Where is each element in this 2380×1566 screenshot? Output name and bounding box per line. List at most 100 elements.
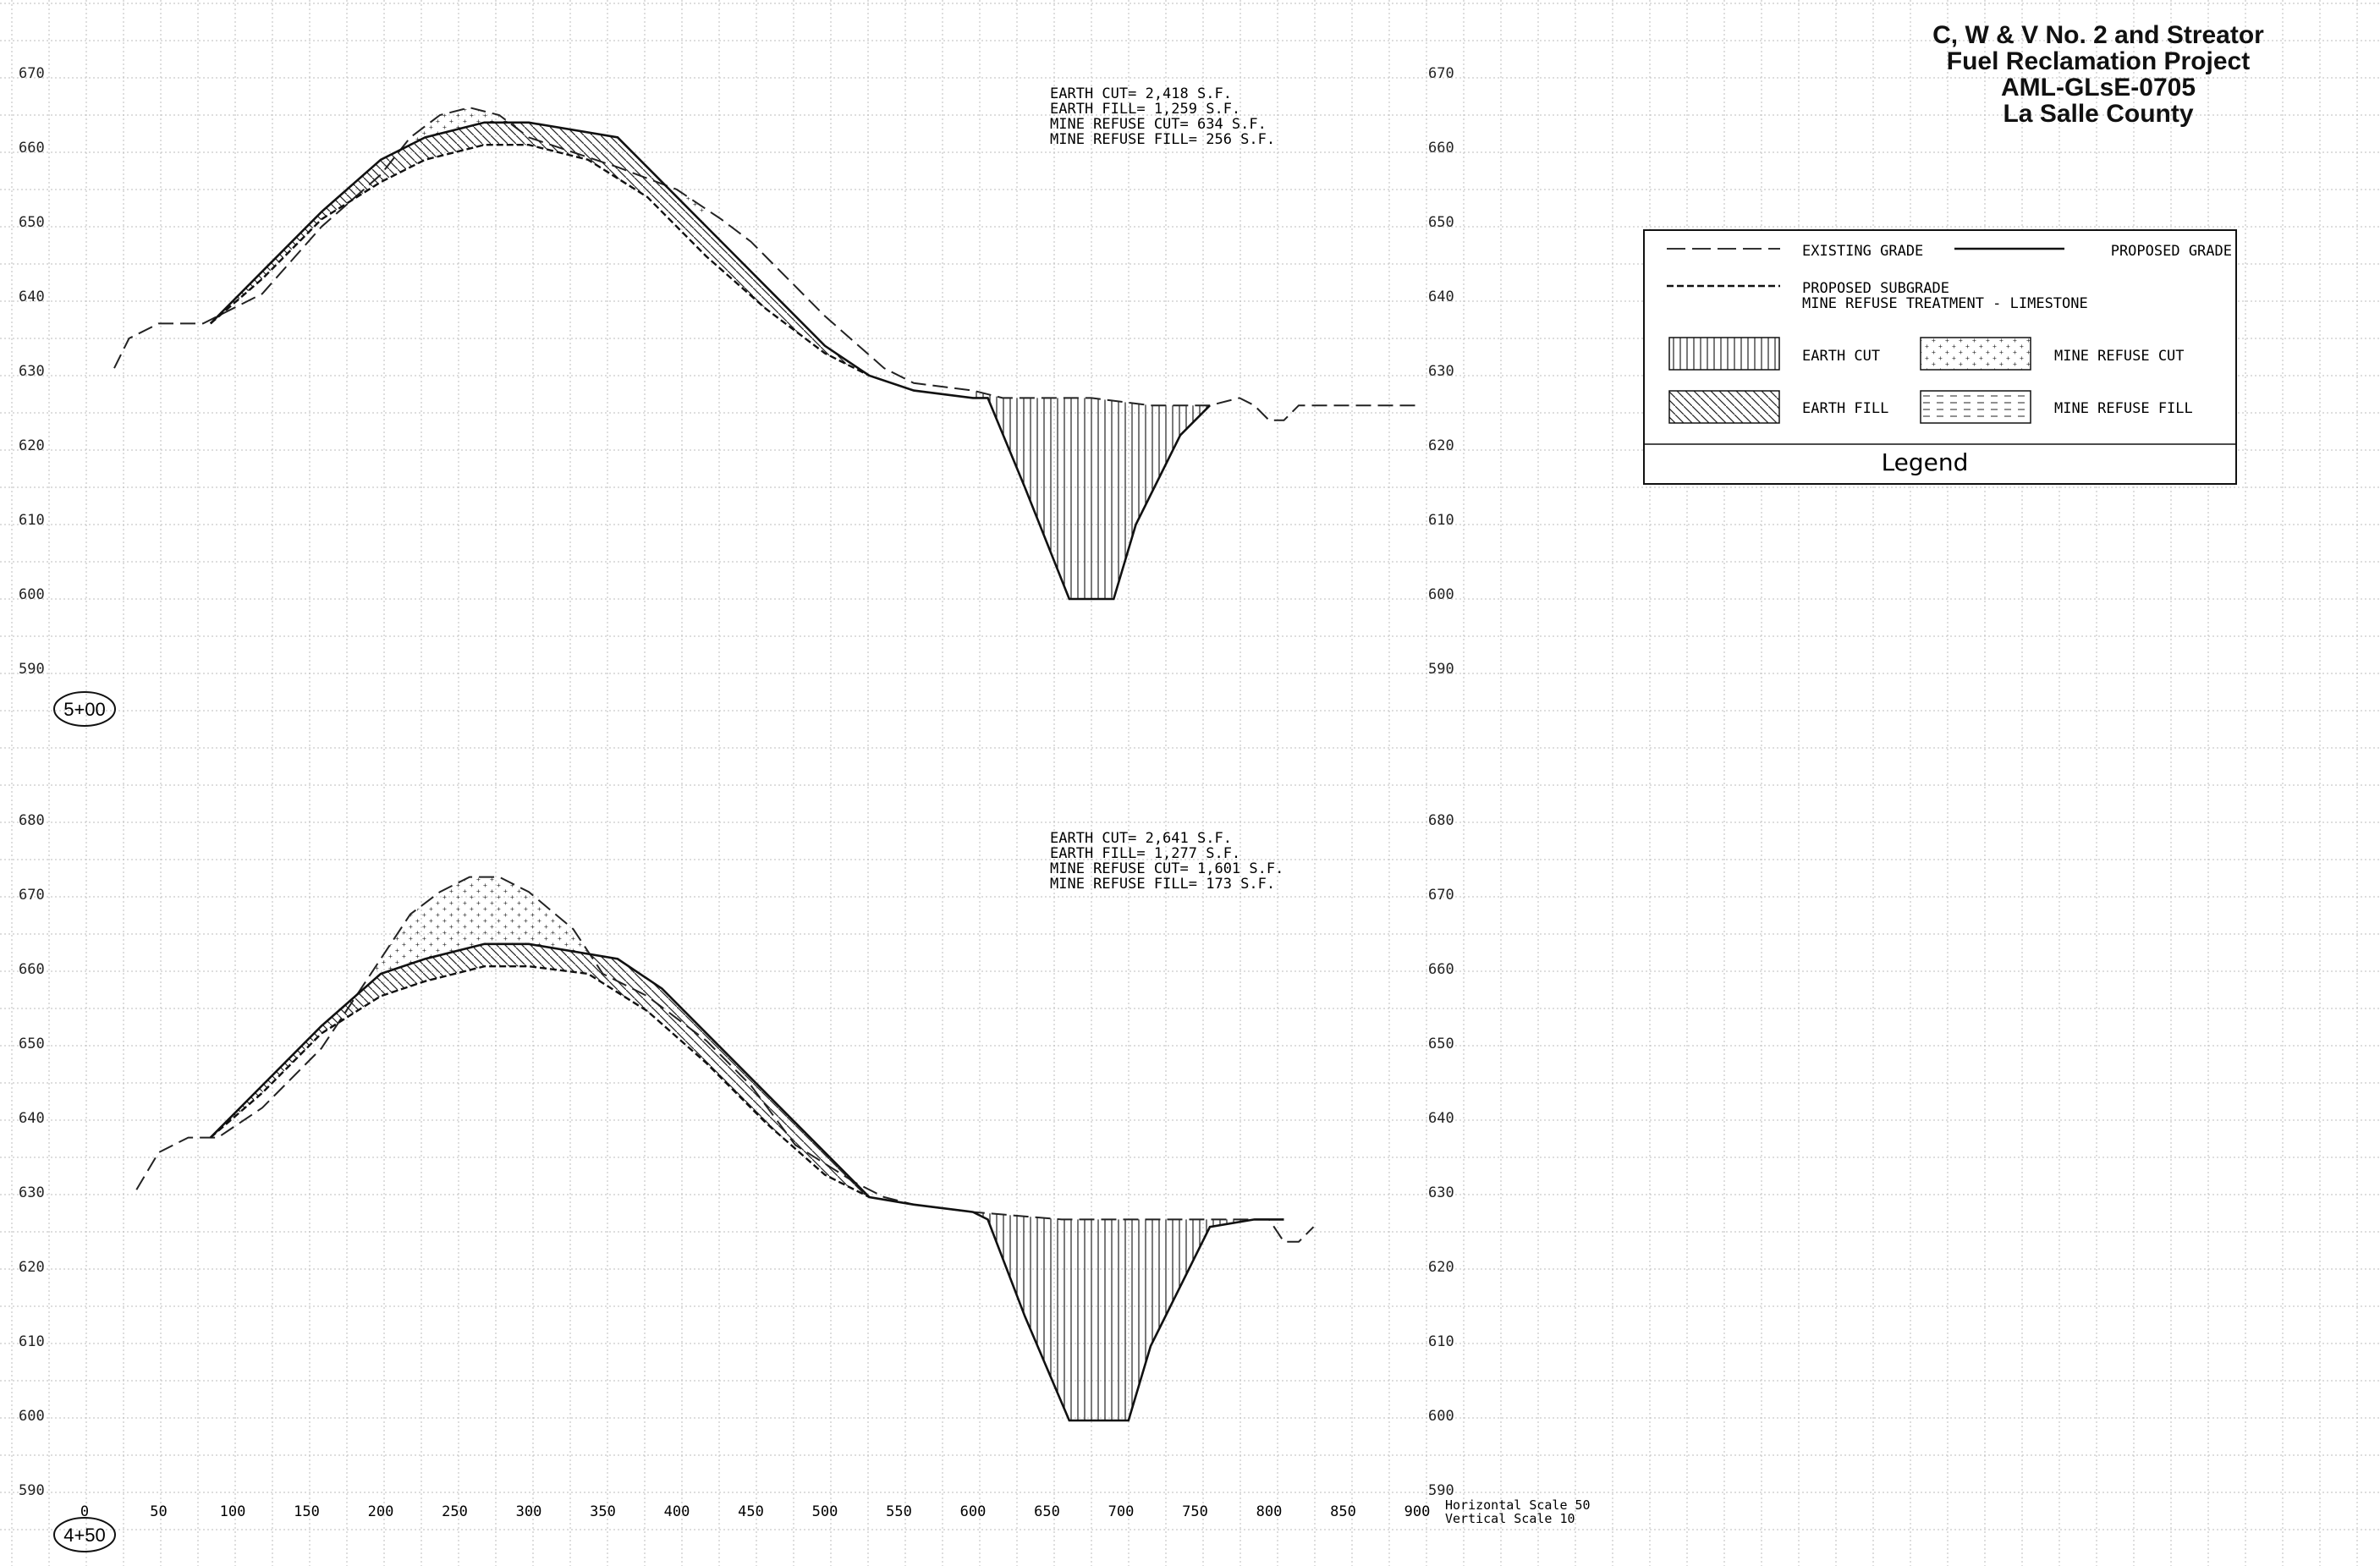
- x-tick-label: 50: [150, 1503, 167, 1520]
- x-tick-label: 900: [1404, 1503, 1431, 1520]
- y-tick-label-right: 640: [1428, 1110, 1454, 1127]
- x-tick-label: 200: [368, 1503, 394, 1520]
- y-tick-label-left: 600: [19, 1408, 45, 1425]
- mine-refuse-fill-swatch: [1920, 390, 2031, 424]
- x-tick-label: 150: [294, 1503, 320, 1520]
- y-tick-label-right: 660: [1428, 140, 1454, 157]
- y-tick-label-right: 610: [1428, 1333, 1454, 1350]
- y-tick-label-right: 620: [1428, 1259, 1454, 1276]
- proposed-subgrade-line: [210, 965, 871, 1199]
- quantity-mine-refuse-cut: MINE REFUSE CUT= 1,601 S.F.: [1050, 860, 1283, 877]
- svg-text:5+00: 5+00: [63, 699, 106, 720]
- x-tick-label: 250: [442, 1503, 468, 1520]
- x-tick-label: 450: [738, 1503, 764, 1520]
- y-tick-label-right: 640: [1428, 288, 1454, 305]
- y-tick-label-left: 630: [19, 1184, 45, 1201]
- legend: EXISTING GRADE PROPOSED GRADE PROPOSED S…: [1643, 229, 2237, 485]
- y-tick-label-right: 670: [1428, 887, 1454, 904]
- section-5-00: 670 670 660 660 650 650 640 640 630 630 620 620 610 6…: [19, 65, 1454, 678]
- y-tick-label-left: 670: [19, 887, 45, 904]
- y-tick-label-right: 610: [1428, 512, 1454, 529]
- x-tick-label: 600: [960, 1503, 987, 1520]
- y-tick-label-right: 600: [1428, 586, 1454, 603]
- x-tick-label: 750: [1182, 1503, 1208, 1520]
- mine-refuse-cut-swatch: [1920, 337, 2031, 371]
- y-tick-label-left: 640: [19, 1110, 45, 1127]
- y-tick-label-left: 630: [19, 363, 45, 380]
- section-4-50: 680 680 670 670 660 660 650 650 640 640 630 630 620 6…: [19, 812, 1454, 1499]
- project-subtitle: Fuel Reclamation Project: [1946, 47, 2251, 75]
- y-tick-label-left: 650: [19, 1036, 45, 1052]
- y-tick-label-left: 610: [19, 512, 45, 529]
- x-tick-label: 0: [80, 1503, 89, 1520]
- x-tick-label: 650: [1034, 1503, 1060, 1520]
- proposed-subgrade-line: [210, 144, 871, 377]
- legend-mine-refuse-cut: MINE REFUSE CUT: [2054, 348, 2185, 365]
- legend-proposed-subgrade: PROPOSED SUBGRADE: [1802, 280, 1949, 297]
- y-tick-label-right: 600: [1428, 1408, 1454, 1425]
- x-tick-label: 300: [516, 1503, 542, 1520]
- vertical-scale: Vertical Scale 10: [1445, 1511, 1575, 1526]
- quantity-earth-cut: EARTH CUT= 2,641 S.F.: [1050, 830, 1232, 847]
- proposed-grade-line: [209, 121, 1211, 601]
- earth-cut-swatch: [1668, 337, 1780, 371]
- x-tick-label: 700: [1108, 1503, 1135, 1520]
- earth-fill-area: [210, 122, 870, 376]
- station-label-5-00: 5+00: [53, 691, 116, 727]
- project-name: C, W & V No. 2 and Streator: [1932, 21, 2264, 49]
- project-number: AML-GLsE-0705: [2000, 74, 2196, 102]
- y-tick-label-left: 640: [19, 288, 45, 305]
- quantity-earth-fill: EARTH FILL= 1,259 S.F.: [1050, 101, 1240, 118]
- y-tick-label-left: 650: [19, 214, 45, 231]
- quantity-mine-refuse-fill: MINE REFUSE FILL= 256 S.F.: [1050, 131, 1275, 148]
- y-tick-label-right: 620: [1428, 437, 1454, 454]
- legend-mine-refuse-fill: MINE REFUSE FILL: [2054, 400, 2193, 417]
- legend-earth-cut: EARTH CUT: [1802, 348, 1880, 365]
- x-tick-label: 350: [590, 1503, 616, 1520]
- proposed-grade-line: [209, 942, 1284, 1422]
- y-tick-label-left: 670: [19, 65, 45, 82]
- station-label-4-50: 4+50: [53, 1517, 116, 1552]
- legend-existing-grade: EXISTING GRADE: [1802, 243, 1923, 260]
- y-tick-label-right: 630: [1428, 363, 1454, 380]
- x-tick-label: 550: [886, 1503, 912, 1520]
- quantity-mine-refuse-cut: MINE REFUSE CUT= 634 S.F.: [1050, 116, 1267, 133]
- y-tick-label-left: 680: [19, 812, 45, 829]
- earth-cut-area: [973, 390, 1209, 599]
- svg-text:4+50: 4+50: [63, 1525, 106, 1546]
- y-tick-label-right: 630: [1428, 1184, 1454, 1201]
- y-tick-label-right: 650: [1428, 214, 1454, 231]
- existing-grade-line: [113, 107, 1417, 421]
- legend-title: Legend: [1882, 448, 1969, 476]
- x-tick-label: 100: [220, 1503, 246, 1520]
- y-tick-label-right: 590: [1428, 661, 1454, 678]
- y-tick-label-left: 610: [19, 1333, 45, 1350]
- y-tick-label-right: 680: [1428, 812, 1454, 829]
- title-block: C, W & V No. 2 and Streator Fuel Reclama…: [1912, 22, 2284, 127]
- earth-fill-area: [210, 943, 870, 1197]
- x-tick-label: 400: [664, 1503, 690, 1520]
- quantities-5-00: EARTH CUT= 2,418 S.F. EARTH FILL= 1,259 …: [1050, 85, 1275, 148]
- mine-refuse-cut-area: [306, 876, 704, 1041]
- quantities-4-50: EARTH CUT= 2,641 S.F. EARTH FILL= 1,277 …: [1050, 830, 1283, 893]
- y-tick-label-left: 620: [19, 1259, 45, 1276]
- x-axis-ticks: 0 50 100 150 200 250 300 350 400 450 500 550 600 650 7…: [80, 1503, 1430, 1520]
- x-tick-label: 500: [812, 1503, 838, 1520]
- y-tick-label-left: 620: [19, 437, 45, 454]
- earth-cut-area: [973, 1212, 1253, 1420]
- y-tick-label-left: 590: [19, 661, 45, 678]
- x-tick-label: 850: [1330, 1503, 1356, 1520]
- y-tick-label-left: 660: [19, 961, 45, 978]
- scale-note: Horizontal Scale 50 Vertical Scale 10: [1445, 1497, 1591, 1526]
- y-tick-label-left: 600: [19, 586, 45, 603]
- county-name: La Salle County: [2003, 100, 2194, 128]
- y-tick-label-right: 650: [1428, 1036, 1454, 1052]
- y-tick-label-right: 670: [1428, 65, 1454, 82]
- horizontal-scale: Horizontal Scale 50: [1445, 1497, 1591, 1513]
- earth-fill-swatch: [1668, 390, 1780, 424]
- y-tick-label-left: 590: [19, 1482, 45, 1499]
- legend-proposed-grade: PROPOSED GRADE: [2111, 243, 2232, 260]
- y-tick-label-left: 660: [19, 140, 45, 157]
